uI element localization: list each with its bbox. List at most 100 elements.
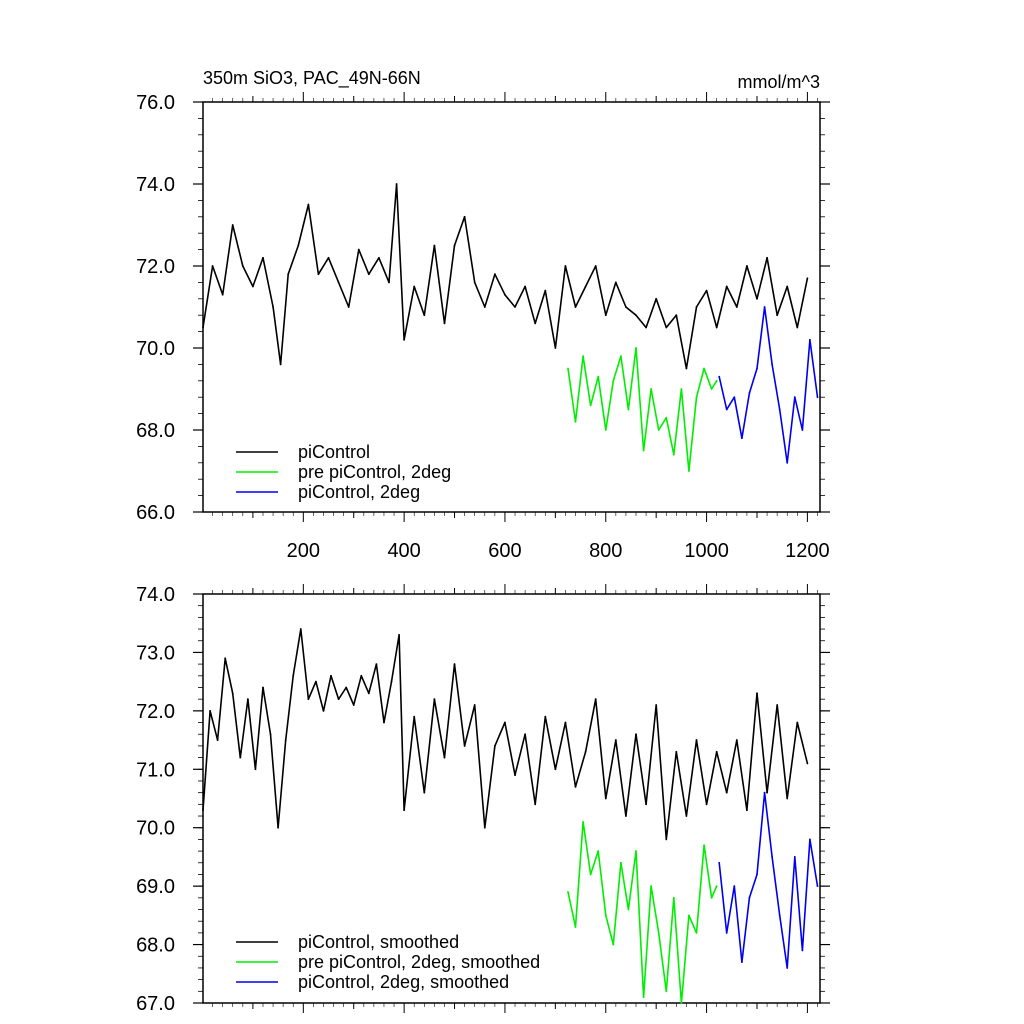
data-point-0-0-29 xyxy=(483,306,486,308)
data-point-0-0-34 xyxy=(534,322,537,325)
data-point-0-0-50 xyxy=(695,306,698,308)
data-point-1-0-37 xyxy=(504,721,506,724)
data-point-1-2-12 xyxy=(809,838,811,841)
data-point-0-0-33 xyxy=(524,285,527,288)
data-point-1-0-53 xyxy=(665,838,668,841)
data-point-0-1-1 xyxy=(574,420,577,423)
data-point-1-2-13 xyxy=(816,885,819,888)
y-tick-label-0-3: 72.0 xyxy=(136,256,175,278)
data-point-0-0-59 xyxy=(786,285,789,288)
data-point-0-0-8 xyxy=(279,363,282,366)
data-point-0-1-7 xyxy=(619,355,622,358)
data-point-0-0-57 xyxy=(766,256,768,259)
data-point-0-0-51 xyxy=(705,289,708,292)
data-point-1-0-11 xyxy=(284,739,287,741)
data-point-1-1-17 xyxy=(695,931,698,934)
data-point-1-0-14 xyxy=(307,698,310,701)
data-point-0-0-39 xyxy=(584,285,587,288)
data-point-1-0-51 xyxy=(645,803,647,806)
data-point-0-1-15 xyxy=(680,388,683,390)
data-point-1-1-0 xyxy=(567,891,569,893)
data-point-0-0-40 xyxy=(594,265,597,267)
data-point-1-0-63 xyxy=(766,791,768,794)
units-label: mmol/m^3 xyxy=(738,72,820,92)
data-point-0-2-0 xyxy=(718,375,721,378)
data-point-1-0-60 xyxy=(735,739,738,741)
data-point-0-0-14 xyxy=(337,281,340,284)
data-point-1-0-7 xyxy=(254,768,257,771)
data-point-1-0-42 xyxy=(554,768,557,771)
data-point-0-0-38 xyxy=(574,306,577,308)
data-point-1-1-14 xyxy=(672,896,675,899)
y-tick-label-1-7: 74.0 xyxy=(136,584,175,606)
data-point-1-0-46 xyxy=(594,698,597,701)
data-point-0-0-27 xyxy=(463,215,466,218)
data-point-0-1-4 xyxy=(597,375,600,378)
data-point-1-0-35 xyxy=(483,826,486,829)
data-point-0-0-16 xyxy=(357,248,360,251)
data-point-0-2-6 xyxy=(763,306,766,308)
data-point-0-0-6 xyxy=(262,256,264,259)
data-point-1-0-18 xyxy=(337,698,340,701)
data-point-1-1-2 xyxy=(582,820,584,823)
data-point-1-0-57 xyxy=(705,803,708,806)
data-point-0-0-17 xyxy=(367,273,370,276)
legend-label-0-1: pre piControl, 2deg xyxy=(298,462,451,482)
y-tick-label-1-1: 68.0 xyxy=(136,935,175,957)
data-point-1-0-22 xyxy=(367,692,370,695)
data-point-1-1-9 xyxy=(635,850,637,852)
series-line-0-0 xyxy=(202,183,809,370)
data-point-1-0-61 xyxy=(746,809,748,812)
data-point-0-0-18 xyxy=(378,256,380,259)
series-line-0-1 xyxy=(567,347,718,472)
data-point-1-0-20 xyxy=(352,704,355,706)
data-point-0-1-11 xyxy=(650,388,653,390)
data-point-1-0-6 xyxy=(246,698,249,701)
data-point-1-0-52 xyxy=(655,704,658,706)
data-point-0-1-20 xyxy=(715,379,718,382)
y-tick-label-0-1: 68.0 xyxy=(136,420,175,442)
data-point-0-1-0 xyxy=(567,367,569,370)
data-point-1-0-28 xyxy=(413,715,416,718)
data-point-1-0-45 xyxy=(584,750,587,753)
data-point-1-1-11 xyxy=(650,885,653,888)
data-point-1-0-13 xyxy=(299,628,302,630)
data-point-0-1-12 xyxy=(657,429,660,431)
data-point-1-2-8 xyxy=(778,914,781,917)
data-point-1-1-16 xyxy=(688,914,690,917)
y-tick-label-1-5: 72.0 xyxy=(136,701,175,723)
data-point-0-2-12 xyxy=(809,338,811,341)
data-point-0-0-4 xyxy=(241,265,244,267)
data-point-1-1-7 xyxy=(619,861,622,864)
data-point-1-2-6 xyxy=(763,791,766,794)
data-point-0-0-1 xyxy=(211,265,214,267)
data-point-0-0-45 xyxy=(645,326,647,329)
data-point-0-2-4 xyxy=(748,392,751,394)
data-point-1-0-9 xyxy=(269,733,272,736)
data-point-1-0-47 xyxy=(604,797,607,800)
data-point-0-1-18 xyxy=(703,367,705,370)
data-point-1-2-9 xyxy=(786,967,789,969)
data-point-0-0-0 xyxy=(202,326,204,329)
plot-frame-1 xyxy=(202,593,821,1004)
data-point-0-2-1 xyxy=(725,408,728,411)
data-point-0-0-49 xyxy=(685,367,688,370)
data-point-1-0-27 xyxy=(403,809,406,812)
data-point-0-0-11 xyxy=(307,203,310,206)
data-point-1-0-25 xyxy=(390,680,393,683)
data-point-0-0-56 xyxy=(756,297,758,300)
data-point-1-0-41 xyxy=(544,715,547,718)
data-point-1-0-50 xyxy=(635,733,637,736)
data-point-0-0-7 xyxy=(272,306,274,308)
x-tick-label-2: 600 xyxy=(488,540,521,562)
data-point-0-0-23 xyxy=(423,314,426,317)
data-point-0-0-37 xyxy=(564,265,567,267)
data-point-1-0-58 xyxy=(715,750,718,753)
data-point-0-1-5 xyxy=(604,429,607,431)
data-point-0-0-58 xyxy=(776,314,779,317)
data-point-0-1-13 xyxy=(665,416,668,419)
legend-label-0-2: piControl, 2deg xyxy=(298,482,420,502)
data-point-0-2-7 xyxy=(771,363,774,366)
data-point-0-1-19 xyxy=(710,388,713,390)
data-point-0-0-12 xyxy=(317,273,320,276)
